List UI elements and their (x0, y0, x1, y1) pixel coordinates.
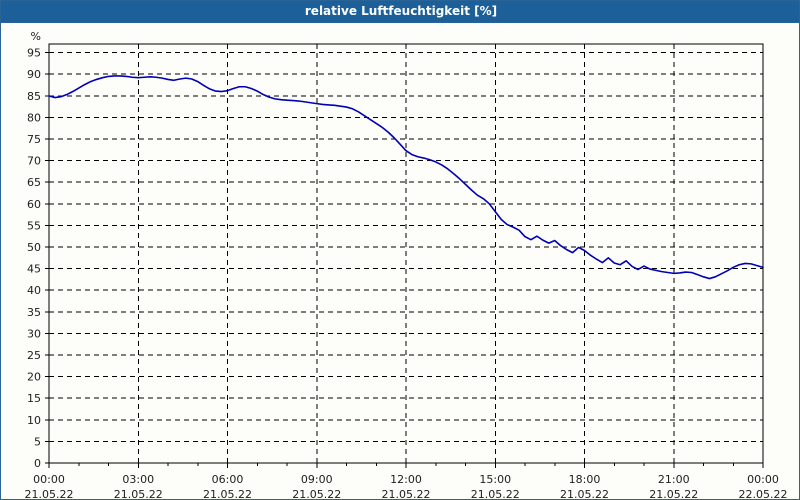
y-axis-tick-label: 85 (27, 90, 41, 103)
tick-marks-layer (45, 52, 764, 468)
x-axis-date-label: 21.05.22 (560, 488, 609, 499)
data-series-layer (48, 75, 764, 280)
y-axis-tick-label: 90 (27, 68, 41, 81)
x-axis-date-label: 21.05.22 (649, 488, 698, 499)
x-axis-time-label: 15:00 (479, 473, 511, 486)
x-axis-time-label: 00:00 (33, 473, 65, 486)
y-axis-tick-label: 45 (27, 263, 41, 276)
y-axis-tick-label: 65 (27, 176, 41, 189)
x-axis-date-label: 21.05.22 (203, 488, 252, 499)
x-axis-time-label: 12:00 (390, 473, 422, 486)
y-axis-tick-label: 15 (27, 392, 41, 405)
plot-frame (48, 43, 764, 464)
x-axis-date-label: 21.05.22 (471, 488, 520, 499)
x-axis-time-label: 18:00 (569, 473, 601, 486)
y-axis-tick-label: 70 (27, 155, 41, 168)
y-axis-labels: 0 5 10 15 20 25 30 35 40 45 50 55 60 65 70 75 80 85 90 95 (27, 47, 41, 470)
y-axis-tick-label: 20 (27, 371, 41, 384)
y-axis-tick-label: 40 (27, 284, 41, 297)
y-axis-tick-label: 30 (27, 327, 41, 340)
y-axis-tick-label: 35 (27, 306, 41, 319)
x-axis-time-label: 21:00 (658, 473, 690, 486)
y-axis-tick-label: 0 (34, 457, 41, 470)
window-title: relative Luftfeuchtigkeit [%] (304, 4, 498, 18)
y-axis-tick-label: 55 (27, 219, 41, 232)
y-axis-tick-label: 10 (27, 414, 41, 427)
x-axis-time-label: 06:00 (212, 473, 244, 486)
window-title-bar: relative Luftfeuchtigkeit [%] (1, 1, 799, 23)
x-axis-labels: 00:00 21.05.22 03:00 21.05.22 06:00 21.05.22 0… (25, 473, 788, 499)
y-axis-tick-label: 95 (27, 47, 41, 60)
x-axis-date-label: 21.05.22 (114, 488, 163, 499)
x-axis-date-label: 22.05.22 (739, 488, 788, 499)
chart-plot: 0 5 10 15 20 25 30 35 40 45 50 55 60 65 70 75 80 85 90 95 0… (25, 30, 788, 499)
y-axis-unit-label: % (31, 30, 41, 43)
x-axis-time-label: 09:00 (301, 473, 333, 486)
grid-layer (49, 44, 763, 463)
y-axis-tick-label: 5 (34, 435, 41, 448)
y-axis-tick-label: 60 (27, 198, 41, 211)
x-axis-date-label: 21.05.22 (382, 488, 431, 499)
x-axis-date-label: 21.05.22 (292, 488, 341, 499)
y-axis-unit-label: % (31, 30, 41, 43)
x-axis-time-label: 00:00 (747, 473, 779, 486)
y-axis-tick-label: 80 (27, 111, 41, 124)
x-axis-time-label: 03:00 (122, 473, 154, 486)
y-axis-tick-label: 25 (27, 349, 41, 362)
x-axis-date-label: 21.05.22 (25, 488, 74, 499)
chart-area: 0 5 10 15 20 25 30 35 40 45 50 55 60 65 70 75 80 85 90 95 0… (1, 24, 799, 499)
y-axis-tick-label: 50 (27, 241, 41, 254)
y-axis-tick-label: 75 (27, 133, 41, 146)
